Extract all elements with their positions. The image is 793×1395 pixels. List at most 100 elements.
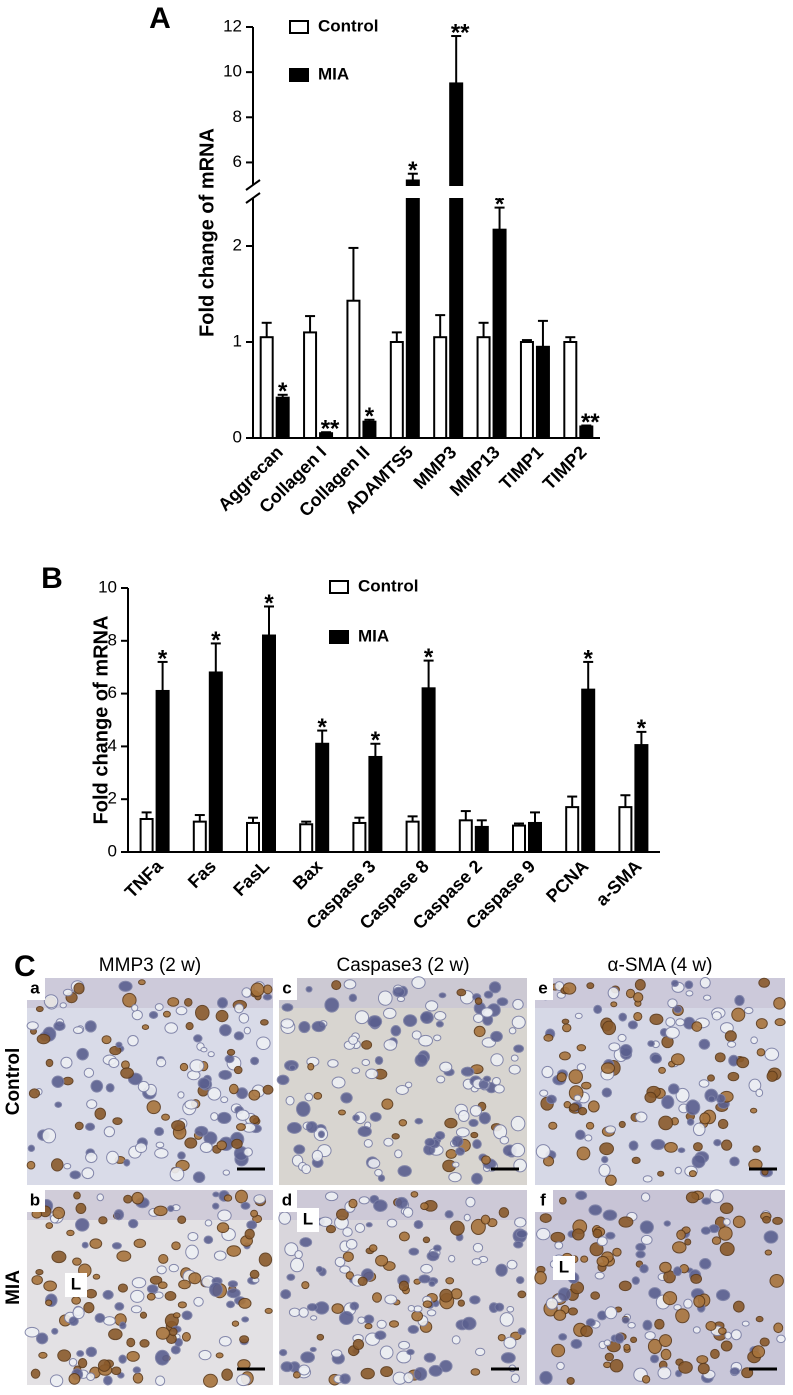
cell <box>295 1101 311 1117</box>
cell <box>414 1117 424 1125</box>
cell <box>705 1320 717 1331</box>
cell <box>77 1358 88 1369</box>
cell <box>74 1121 84 1131</box>
bar <box>581 688 596 854</box>
cell <box>305 985 313 993</box>
cell <box>223 1194 233 1202</box>
x-tick-label: Fas <box>184 856 220 892</box>
cell <box>26 1160 36 1170</box>
row-title: Control <box>3 1048 24 1116</box>
cell <box>315 1265 323 1273</box>
cell <box>298 1020 311 1034</box>
cell <box>149 1275 163 1285</box>
cell <box>490 1053 504 1067</box>
cell <box>585 1121 595 1130</box>
cell <box>123 1158 131 1167</box>
cell <box>713 1138 722 1147</box>
sub-label: d <box>282 1190 292 1209</box>
cell <box>568 1069 583 1085</box>
sub-label: f <box>540 1190 546 1209</box>
cell <box>249 1115 260 1125</box>
cell <box>610 1001 618 1008</box>
cell <box>686 1118 695 1126</box>
cell <box>685 1191 700 1204</box>
cell <box>161 1113 170 1121</box>
sub-label-box <box>277 1190 297 1212</box>
cell <box>109 1045 122 1056</box>
cell <box>238 1297 252 1309</box>
cell <box>281 1003 294 1012</box>
bar <box>449 82 464 440</box>
cell <box>558 1196 567 1205</box>
cell <box>601 1087 613 1098</box>
cell <box>51 1250 67 1264</box>
cell <box>63 1162 72 1170</box>
cell <box>756 1048 766 1057</box>
cell <box>108 1057 120 1069</box>
cell <box>577 1107 588 1116</box>
cell <box>618 1216 634 1228</box>
cell <box>30 1368 41 1379</box>
cell <box>62 988 73 997</box>
cell <box>497 1333 506 1342</box>
cell <box>85 1346 98 1358</box>
cell <box>647 1338 662 1354</box>
cell <box>592 1228 603 1239</box>
cell <box>711 1236 722 1245</box>
cell <box>81 1241 89 1249</box>
significance: * <box>495 191 505 218</box>
cell <box>132 1372 144 1384</box>
cell <box>426 1250 440 1262</box>
micrograph: a <box>25 978 274 1185</box>
cell <box>369 1111 382 1122</box>
cell <box>451 1161 460 1168</box>
cell <box>72 1257 82 1266</box>
cell <box>175 1006 188 1016</box>
significance: * <box>278 378 288 405</box>
cell <box>280 1018 295 1029</box>
bar <box>259 336 274 440</box>
cell <box>81 1167 95 1180</box>
cell <box>574 1012 583 1019</box>
cell <box>428 1280 436 1287</box>
cell <box>218 1336 232 1347</box>
bar <box>476 336 491 440</box>
cell <box>131 1277 147 1289</box>
cell <box>138 979 146 986</box>
cell <box>154 1126 165 1137</box>
cell <box>675 1018 685 1027</box>
cell <box>336 1208 349 1221</box>
cell <box>729 1156 740 1167</box>
micrograph: e <box>533 977 786 1186</box>
cell <box>439 1061 453 1073</box>
cell <box>718 1327 727 1335</box>
cell <box>235 1109 250 1121</box>
cell <box>177 1215 187 1224</box>
cell <box>562 1023 572 1033</box>
cell <box>614 1332 625 1344</box>
cell <box>156 1057 167 1068</box>
cell <box>384 1294 398 1305</box>
cell <box>374 1330 387 1341</box>
cell <box>398 1231 410 1242</box>
cell <box>300 1351 316 1364</box>
tissue-surface <box>535 1190 785 1220</box>
cell <box>327 1059 339 1068</box>
cell <box>236 1373 251 1387</box>
cell <box>604 1352 614 1362</box>
cell <box>492 1076 501 1086</box>
cell <box>576 1063 587 1072</box>
bar <box>192 820 207 854</box>
cell <box>342 1227 353 1237</box>
bar <box>262 634 276 854</box>
cell <box>707 1074 715 1082</box>
cell <box>640 1234 653 1245</box>
cell <box>639 1220 654 1234</box>
cell <box>715 1289 731 1302</box>
cell <box>193 1296 204 1307</box>
cell <box>517 1327 527 1336</box>
cell <box>249 1269 260 1280</box>
significance: * <box>264 590 274 617</box>
cell <box>634 1111 648 1123</box>
significance: * <box>584 645 594 672</box>
